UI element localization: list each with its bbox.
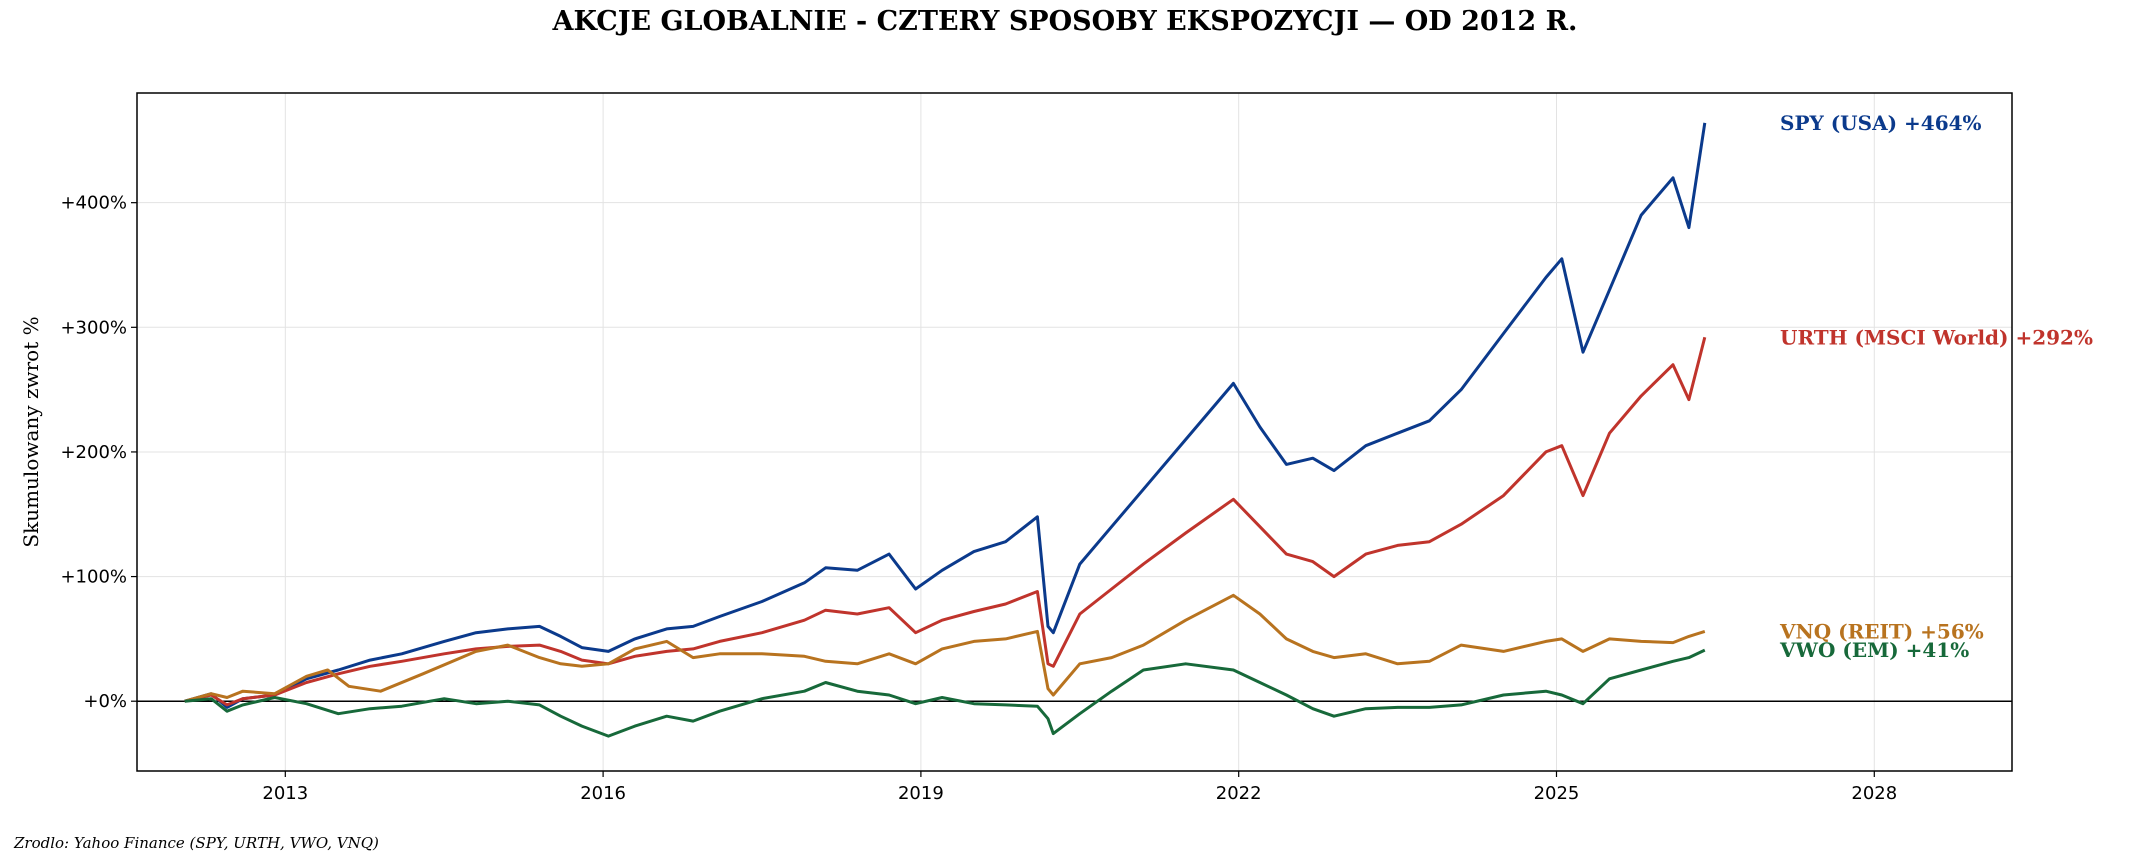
- y-tick-label: +0%: [83, 691, 127, 712]
- x-tick-label: 2013: [262, 783, 308, 804]
- x-tick-label: 2016: [580, 783, 626, 804]
- series-end-labels: SPY (USA) +464% URTH (MSCI World) +292% VN…: [1779, 111, 2093, 662]
- series-end-label: VWO (EM) +41%: [1779, 638, 1969, 662]
- series-line-2: [184, 593, 1706, 703]
- x-tick-label: 2019: [898, 783, 944, 804]
- series-end-label: URTH (MSCI World) +292%: [1780, 325, 2093, 349]
- series-line-3: [184, 648, 1706, 738]
- x-tick-label: 2028: [1851, 783, 1897, 804]
- series-line-1: [184, 336, 1707, 707]
- series-end-label: VNQ (REIT) +56%: [1779, 619, 1984, 643]
- source-note: Zrodlo: Yahoo Finance (SPY, URTH, VWO, V…: [14, 834, 379, 852]
- y-tick-label: +100%: [60, 567, 127, 588]
- chart-title: AKCJE GLOBALNIE - CZTERY SPOSOBY EKSPOZY…: [552, 6, 1578, 37]
- x-axis-ticks: 2013 2016 2019 2022 2025 2028: [262, 771, 1897, 804]
- y-tick-label: +200%: [60, 442, 127, 463]
- x-tick-label: 2022: [1216, 783, 1262, 804]
- y-axis-label: Skumulowany zwrot %: [19, 316, 43, 547]
- plot-frame: [136, 92, 2013, 772]
- x-tick-label: 2025: [1534, 783, 1580, 804]
- y-tick-label: +300%: [60, 317, 127, 338]
- y-tick-label: +400%: [60, 193, 127, 214]
- y-axis-ticks: +0% +100% +200% +300% +400%: [60, 193, 137, 712]
- series-end-label: SPY (USA) +464%: [1780, 111, 1982, 135]
- series-lines: [184, 122, 1707, 738]
- series-line-0: [184, 122, 1707, 709]
